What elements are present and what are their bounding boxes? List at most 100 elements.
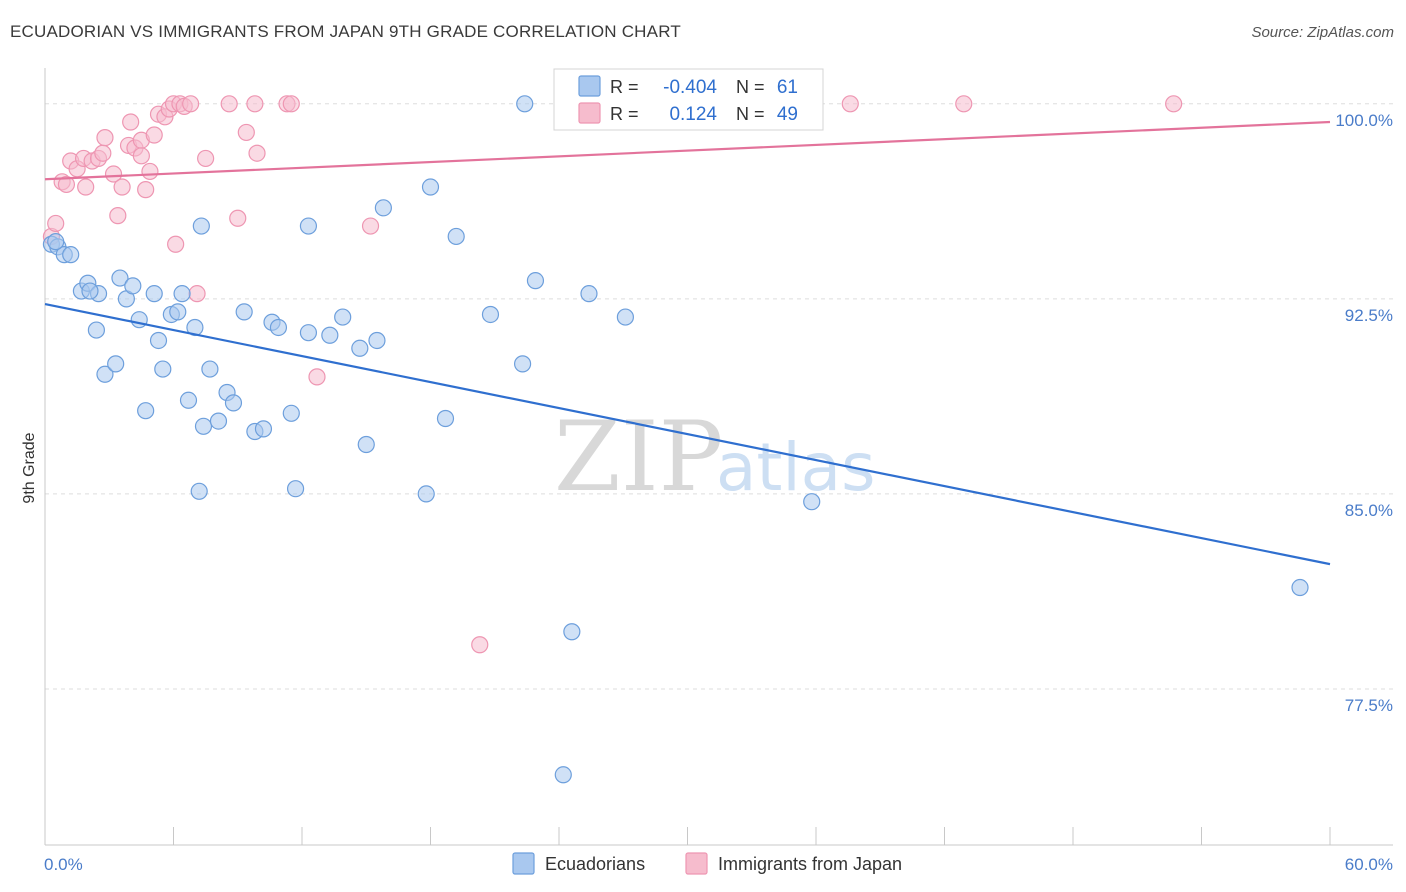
ecuadorian-point [803, 493, 821, 511]
ecuadorian-point [563, 623, 581, 641]
bottom-legend-swatch-ecuadorians [512, 852, 535, 875]
legend-r-value-1: -0.404 [663, 77, 717, 98]
bottom-legend-japan: Immigrants from Japan [718, 854, 902, 874]
ecuadorian-point [145, 285, 163, 303]
series-japan-points [42, 95, 1183, 654]
ecuadorian-point [286, 480, 305, 498]
y-tick-label: 85.0% [1345, 501, 1393, 520]
ecuadorian-point [334, 308, 352, 326]
japan-point [182, 95, 200, 113]
ecuadorian-point [282, 404, 300, 422]
ecuadorian-point [254, 420, 273, 438]
japan-trend-line [44, 120, 1331, 181]
ecuadorian-point [299, 324, 318, 342]
japan-point [77, 178, 95, 196]
ecuadorian-point [1291, 578, 1309, 597]
japan-point [1165, 95, 1183, 113]
trend-lines [44, 120, 1331, 566]
japan-point [113, 178, 131, 196]
ecuadorian-point [351, 339, 369, 357]
japan-point [141, 162, 159, 181]
ecuadorian-point [516, 95, 534, 113]
series-ecuadorian-points [42, 95, 1309, 784]
japan-point [167, 235, 185, 253]
x-tick-label-max: 60.0% [1345, 855, 1393, 874]
ecuadorian-point [81, 282, 99, 300]
japan-point [47, 214, 65, 233]
gridlines [45, 103, 1393, 690]
japan-point [94, 144, 112, 162]
ecuadorian-point [124, 277, 142, 295]
ecuadorian-point [137, 402, 155, 420]
ecuadorian-point [526, 272, 545, 290]
japan-point [229, 209, 247, 227]
japan-point [471, 636, 489, 654]
legend-swatch-ecuadorians [578, 75, 601, 97]
source-label: Source: ZipAtlas.com [1251, 24, 1394, 41]
ecuadorian-point [616, 308, 634, 326]
japan-point [246, 95, 264, 113]
ecuadorian-point [436, 409, 455, 428]
legend-n-value-1: 61 [777, 77, 798, 98]
legend-r-label-2: R = [610, 104, 639, 124]
ecuadorian-point [149, 331, 168, 350]
ecuadorian-point [224, 394, 243, 412]
watermark-zip: ZIP [554, 401, 723, 513]
legend-n-label-1: N = [736, 77, 765, 97]
chart-title: ECUADORIAN VS IMMIGRANTS FROM JAPAN 9TH … [10, 22, 681, 41]
legend-n-value-2: 49 [777, 104, 798, 125]
japan-point [308, 368, 326, 386]
x-tick-labels: 0.0% 60.0% [44, 855, 1393, 874]
japan-point [282, 95, 300, 113]
ecuadorian-point [374, 199, 392, 217]
ecuadorian-point [87, 321, 106, 339]
ecuadorian-point [111, 269, 129, 287]
japan-point [361, 217, 380, 235]
japan-point [57, 175, 76, 194]
ecuadorian-point [192, 217, 210, 235]
ecuadorian-point [194, 417, 213, 435]
legend-swatch-japan [578, 102, 601, 124]
ecuadorian-point [190, 482, 208, 500]
legend-r-label-1: R = [610, 77, 639, 97]
japan-point [188, 285, 206, 303]
ecuadorian-point [269, 318, 288, 337]
japan-point [197, 149, 215, 168]
ecuadorian-point [201, 360, 219, 378]
legend-n-label-2: N = [736, 104, 765, 124]
ecuadorian-point [417, 485, 435, 503]
japan-point [955, 95, 973, 113]
ecuadorian-point [173, 285, 191, 303]
japan-point [104, 165, 123, 183]
y-axis-label: 9th Grade [21, 432, 38, 503]
ecuadorian-point [235, 303, 253, 321]
ecuadorian-point [580, 285, 598, 303]
ecuadorian-point [47, 233, 65, 251]
y-tick-labels: 77.5% 85.0% 92.5% 100.0% [1335, 111, 1393, 715]
x-tick-label-min: 0.0% [44, 855, 83, 874]
ecuadorian-point [154, 360, 172, 378]
ecuadorian-point [179, 391, 198, 409]
ecuadorian-point [447, 227, 465, 246]
ecuadorian-point [321, 326, 339, 344]
japan-point [137, 181, 155, 199]
ecuadorian-point [513, 355, 532, 373]
bottom-legend-swatch-japan [685, 852, 708, 875]
ecuadorian-point [209, 412, 228, 430]
japan-point [109, 207, 127, 225]
ecuadorian-point [554, 766, 572, 784]
japan-point [145, 126, 163, 144]
ecuadorian-point [421, 178, 440, 196]
japan-point [122, 113, 140, 131]
axes [44, 68, 1393, 846]
ecuadorian-point [357, 435, 375, 454]
japan-point [96, 129, 114, 147]
ecuadorian-point [107, 355, 125, 373]
y-tick-label: 77.5% [1345, 696, 1393, 715]
japan-point [132, 147, 150, 165]
japan-point [248, 144, 266, 162]
ecuadorian-point [368, 331, 386, 350]
series-legend: Ecuadorians Immigrants from Japan [512, 852, 902, 875]
correlation-legend: R = -0.404 N = 61 R = 0.124 N = 49 [553, 68, 824, 131]
